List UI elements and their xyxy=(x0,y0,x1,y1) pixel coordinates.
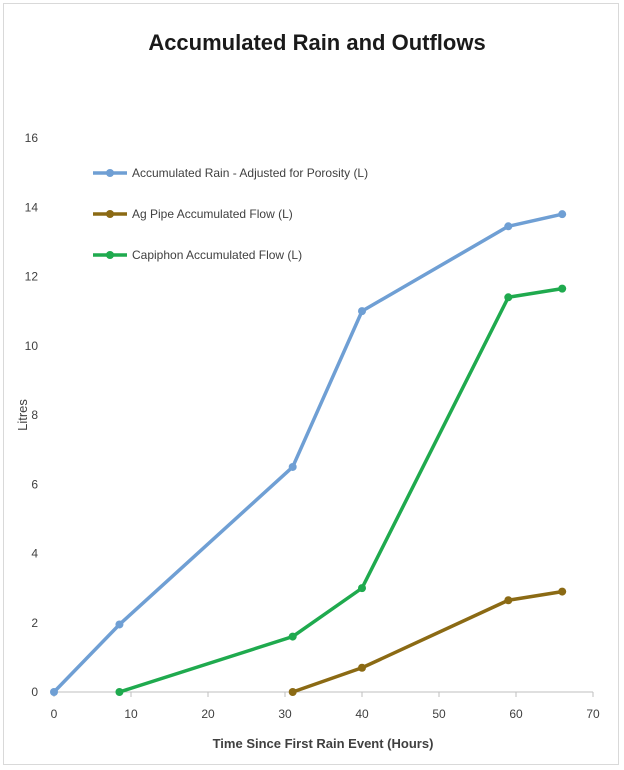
y-tick-label: 0 xyxy=(31,685,38,699)
y-tick-label: 10 xyxy=(25,339,39,353)
series-2 xyxy=(115,284,567,696)
series-layer xyxy=(50,210,567,696)
data-point xyxy=(558,284,567,293)
data-point xyxy=(50,688,58,696)
series-line xyxy=(290,589,564,694)
data-point xyxy=(558,587,567,596)
y-tick-label: 8 xyxy=(31,408,38,422)
series-line xyxy=(52,212,564,694)
data-point xyxy=(288,688,297,696)
data-point xyxy=(288,462,297,471)
data-point xyxy=(504,222,513,231)
x-tick-label: 0 xyxy=(51,707,58,721)
y-tick-label: 2 xyxy=(31,616,38,630)
legend-swatch-marker xyxy=(106,169,114,177)
data-point xyxy=(558,210,567,219)
data-point xyxy=(504,293,513,302)
x-axis-label: Time Since First Rain Event (Hours) xyxy=(213,736,434,751)
data-point xyxy=(115,620,124,629)
legend-label: Accumulated Rain - Adjusted for Porosity… xyxy=(132,166,368,180)
series-0 xyxy=(50,210,567,696)
legend-item: Ag Pipe Accumulated Flow (L) xyxy=(93,207,293,221)
x-tick-label: 40 xyxy=(355,707,369,721)
y-axis-ticks: 0 2 4 6 8 10 12 14 16 xyxy=(25,131,39,699)
y-tick-label: 14 xyxy=(25,200,39,214)
x-tick-label: 70 xyxy=(586,707,600,721)
y-tick-label: 16 xyxy=(25,131,39,145)
legend-item: Accumulated Rain - Adjusted for Porosity… xyxy=(93,166,368,180)
y-tick-label: 4 xyxy=(31,547,38,561)
data-point xyxy=(115,688,124,696)
x-tick-label: 60 xyxy=(509,707,523,721)
x-tick-label: 10 xyxy=(124,707,138,721)
legend-item: Capiphon Accumulated Flow (L) xyxy=(93,248,302,262)
series-1 xyxy=(288,587,567,696)
chart-title: Accumulated Rain and Outflows xyxy=(148,30,485,55)
x-axis-ticks: 0 10 20 30 40 50 60 70 xyxy=(51,692,600,721)
data-point xyxy=(358,584,366,593)
y-tick-label: 6 xyxy=(31,477,38,491)
series-line xyxy=(117,286,564,694)
x-tick-label: 50 xyxy=(432,707,446,721)
data-point xyxy=(358,307,366,316)
x-tick-label: 20 xyxy=(201,707,215,721)
x-tick-label: 30 xyxy=(278,707,292,721)
y-tick-label: 12 xyxy=(25,270,39,284)
legend-swatch-marker xyxy=(106,251,114,259)
y-axis-label: Litres xyxy=(15,399,30,431)
data-point xyxy=(504,596,513,605)
data-point xyxy=(288,632,297,641)
legend-label: Capiphon Accumulated Flow (L) xyxy=(132,248,302,262)
legend-label: Ag Pipe Accumulated Flow (L) xyxy=(132,207,293,221)
legend: Accumulated Rain - Adjusted for Porosity… xyxy=(93,166,368,262)
data-point xyxy=(358,663,366,672)
legend-swatch-marker xyxy=(106,210,114,218)
